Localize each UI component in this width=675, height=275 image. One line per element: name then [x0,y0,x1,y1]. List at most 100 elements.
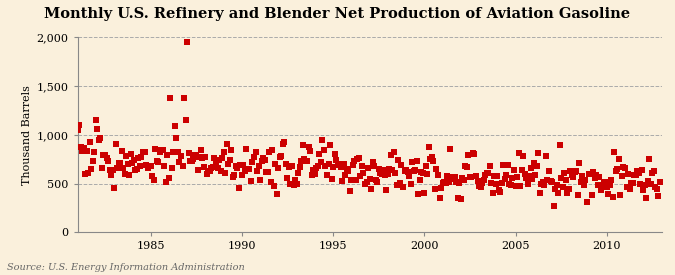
Point [371,178,381,182]
Point [644,157,655,161]
Point [535,191,545,195]
Point [421,163,431,168]
Point [612,167,623,172]
Point [404,174,414,178]
Point [265,180,276,185]
Point [448,177,458,181]
Point [179,95,190,100]
Point [451,180,462,184]
Point [463,153,474,157]
Point [515,183,526,188]
Point [545,178,556,183]
Point [378,167,389,172]
Point [291,182,302,186]
Point [576,179,587,184]
Point [106,173,117,178]
Point [200,155,211,159]
Point [484,163,495,168]
Point [568,175,578,179]
Point [203,169,214,173]
Point [256,159,267,163]
Point [313,164,323,169]
Point [230,164,241,168]
Point [299,157,310,161]
Point [315,160,326,164]
Point [115,161,126,166]
Point [583,172,594,176]
Point [197,156,208,160]
Point [588,169,599,174]
Point [604,183,615,187]
Point [618,165,629,169]
Point [95,136,106,140]
Point [271,192,282,196]
Point [519,172,530,176]
Point [601,185,612,189]
Point [118,166,129,170]
Point [428,158,439,163]
Point [477,181,487,186]
Point [595,188,606,192]
Point [427,154,437,159]
Point [148,178,159,182]
Point [350,178,361,182]
Point [90,118,101,122]
Point [450,175,460,180]
Point [240,168,250,173]
Point [402,170,413,174]
Point [247,160,258,165]
Point [645,182,656,187]
Point [171,136,182,141]
Point [651,186,662,191]
Point [226,148,237,152]
Point [469,152,480,156]
Point [521,176,532,180]
Point [227,174,238,179]
Point [597,182,608,187]
Point [501,172,512,177]
Point [209,156,220,161]
Point [88,158,99,163]
Point [215,169,226,174]
Point [253,164,264,168]
Point [398,185,408,189]
Point [238,163,249,167]
Point [276,154,287,158]
Text: Source: U.S. Energy Information Administration: Source: U.S. Energy Information Administ… [7,263,244,272]
Point [524,174,535,178]
Point [212,166,223,170]
Point [254,177,265,182]
Point [390,171,401,175]
Point [206,166,217,171]
Point [577,174,588,178]
Point [356,164,367,168]
Point [445,146,456,151]
Point [362,166,373,170]
Point [165,95,176,100]
Point [259,158,270,162]
Point [168,150,179,155]
Point [510,184,521,189]
Point [110,142,121,146]
Point [592,183,603,188]
Point [97,166,107,170]
Point [533,151,544,155]
Point [500,176,510,181]
Point [346,178,356,183]
Point [182,40,192,44]
Point [564,187,574,191]
Point [492,174,503,178]
Point [626,181,637,185]
Point [138,150,148,154]
Point [525,166,536,170]
Point [536,182,547,186]
Point [641,195,651,200]
Point [303,145,314,149]
Point [393,158,404,163]
Point [188,157,198,161]
Point [496,181,507,185]
Point [150,147,161,151]
Point [616,174,627,178]
Point [327,165,338,169]
Point [591,172,601,177]
